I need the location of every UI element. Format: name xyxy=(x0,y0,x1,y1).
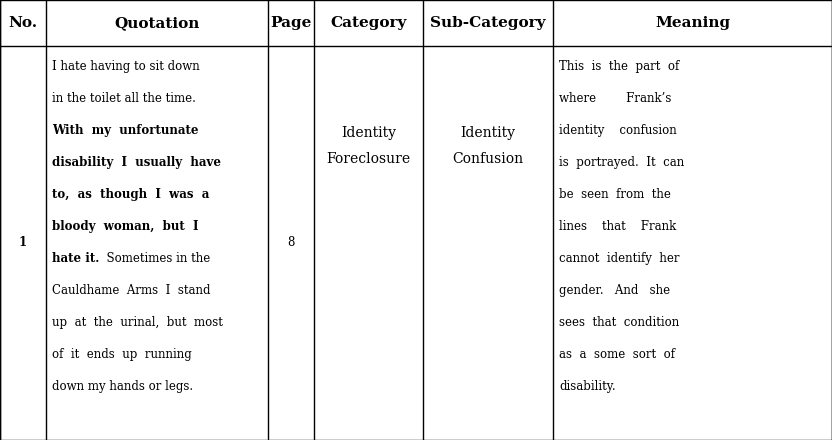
Text: cannot  identify  her: cannot identify her xyxy=(559,252,680,265)
Text: sees  that  condition: sees that condition xyxy=(559,316,679,329)
Text: hate it.: hate it. xyxy=(52,252,99,265)
Text: Meaning: Meaning xyxy=(655,16,730,30)
Text: to,  as  though  I  was  a: to, as though I was a xyxy=(52,188,210,201)
Text: in the toilet all the time.: in the toilet all the time. xyxy=(52,92,196,105)
Text: Identity: Identity xyxy=(460,126,516,139)
Text: No.: No. xyxy=(8,16,37,30)
Text: Foreclosure: Foreclosure xyxy=(326,152,410,166)
Text: be  seen  from  the: be seen from the xyxy=(559,188,671,201)
Text: up  at  the  urinal,  but  most: up at the urinal, but most xyxy=(52,316,223,329)
Text: is  portrayed.  It  can: is portrayed. It can xyxy=(559,156,684,169)
Text: as  a  some  sort  of: as a some sort of xyxy=(559,348,675,361)
Text: disability.: disability. xyxy=(559,380,616,393)
Text: With  my  unfortunate: With my unfortunate xyxy=(52,124,199,137)
Text: where        Frank’s: where Frank’s xyxy=(559,92,671,105)
Text: 8: 8 xyxy=(287,236,295,249)
Text: Confusion: Confusion xyxy=(453,152,523,166)
Text: disability  I  usually  have: disability I usually have xyxy=(52,156,221,169)
Text: bloody  woman,  but  I: bloody woman, but I xyxy=(52,220,199,233)
Text: Sometimes in the: Sometimes in the xyxy=(99,252,210,265)
Text: Cauldhame  Arms  I  stand: Cauldhame Arms I stand xyxy=(52,284,210,297)
Text: Page: Page xyxy=(270,16,312,30)
Text: Sub-Category: Sub-Category xyxy=(430,16,546,30)
Text: gender.   And   she: gender. And she xyxy=(559,284,670,297)
Text: of  it  ends  up  running: of it ends up running xyxy=(52,348,191,361)
Text: lines    that    Frank: lines that Frank xyxy=(559,220,676,233)
Text: I hate having to sit down: I hate having to sit down xyxy=(52,60,200,73)
Text: Identity: Identity xyxy=(341,126,396,139)
Text: Quotation: Quotation xyxy=(114,16,200,30)
Text: identity    confusion: identity confusion xyxy=(559,124,676,137)
Text: Category: Category xyxy=(330,16,407,30)
Text: 1: 1 xyxy=(19,236,27,249)
Text: This  is  the  part  of: This is the part of xyxy=(559,60,679,73)
Text: down my hands or legs.: down my hands or legs. xyxy=(52,380,193,393)
